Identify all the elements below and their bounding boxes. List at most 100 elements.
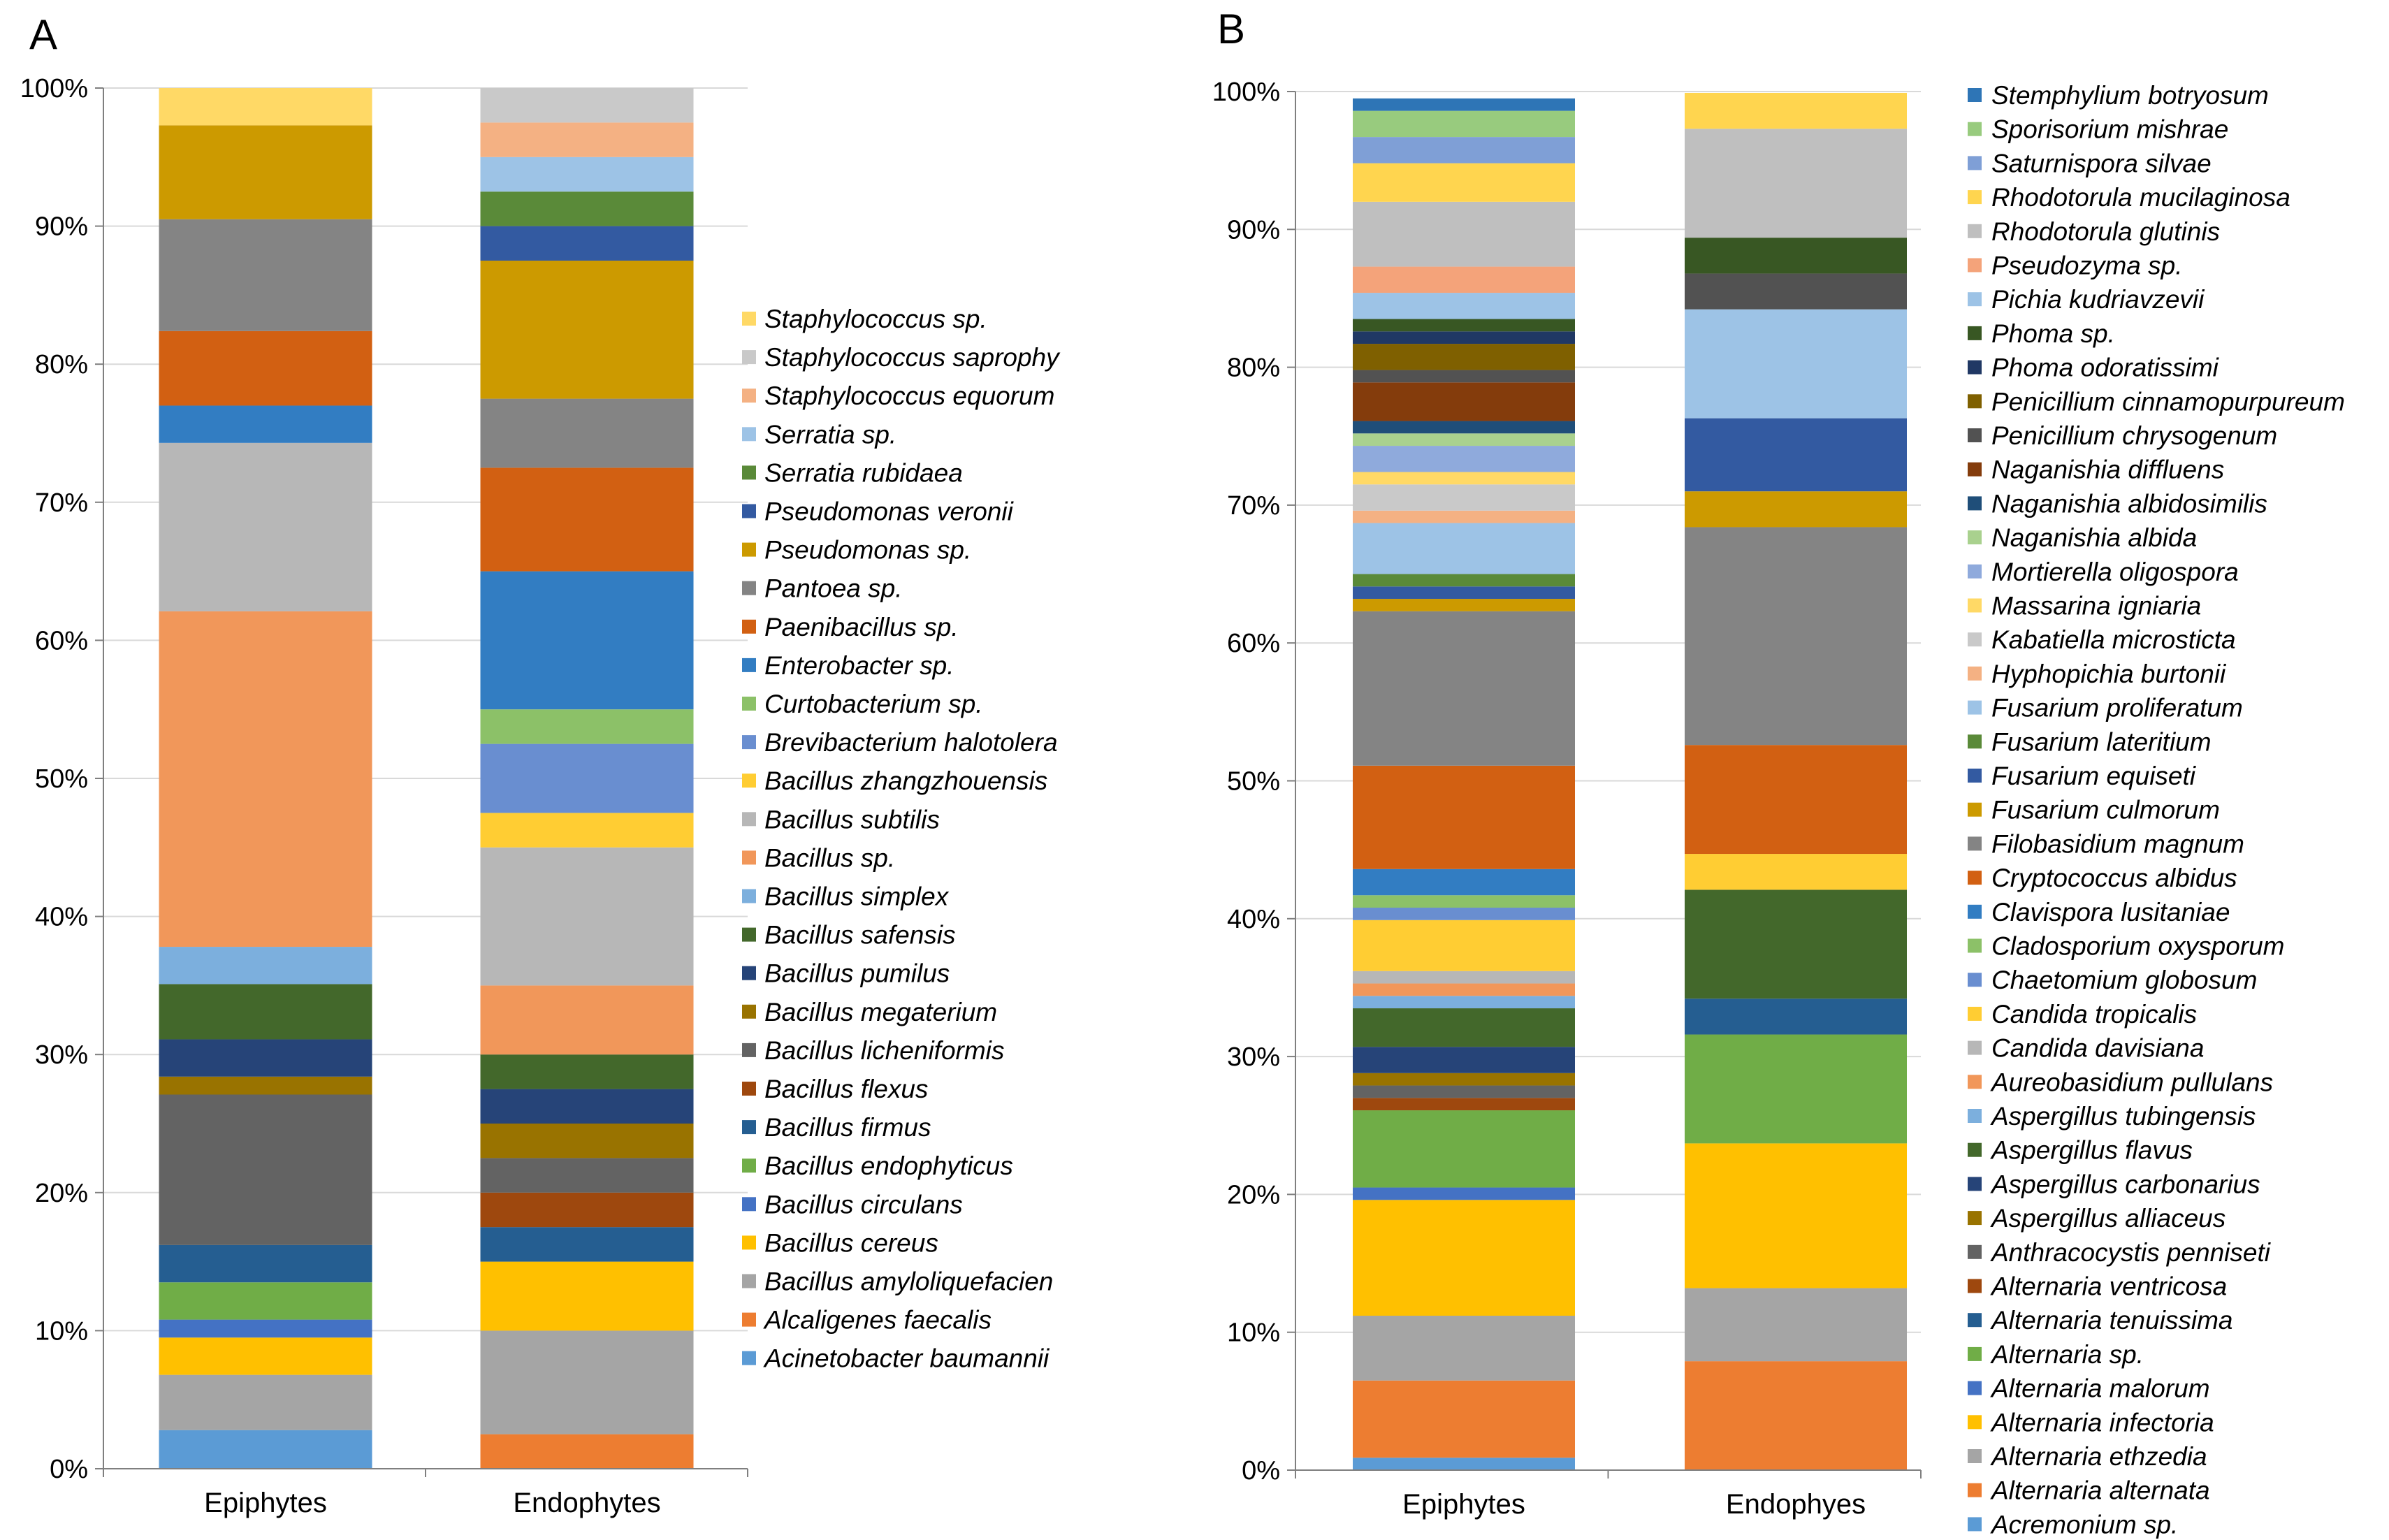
- panel-b-legend-swatch: [1968, 973, 1982, 987]
- panel-a-legend-swatch: [742, 504, 756, 518]
- panel-b-legend-label: Alternaria ventricosa: [1990, 1272, 2227, 1301]
- panel-b-bar-segment-epiphytes-pseudozyma-sp: [1353, 266, 1575, 293]
- panel-b-bar-segment-epiphytes-stemphylium-botryosum: [1353, 98, 1575, 111]
- panel-a-bar-segment-endophytes-paenibacillus-sp: [480, 467, 694, 572]
- panel-a-bars: [159, 88, 694, 1469]
- panel-b-bar-segment-endophyes-alternaria-infectoria: [1685, 1143, 1907, 1288]
- panel-b-legend-label: Pichia kudriavzevii: [1991, 285, 2205, 314]
- panel-a-legend-label: Bacillus zhangzhouensis: [764, 767, 1047, 795]
- panel-b-legend-swatch: [1968, 326, 1982, 340]
- panel-b-legend-label: Acremonium sp.: [1990, 1510, 2178, 1539]
- panel-b-legend-label: Saturnispora silvae: [1991, 149, 2212, 177]
- panel-a-bar-segment-endophytes-bacillus-cereus: [480, 1261, 694, 1331]
- panel-b-legend-swatch: [1968, 122, 1982, 136]
- panel-a-legend-label: Bacillus amyloliquefacien: [764, 1267, 1053, 1296]
- panel-a-legend-swatch: [742, 465, 756, 480]
- panel-b-bar-segment-epiphytes-aureobasidium-pullulans: [1353, 983, 1575, 996]
- panel-b-x-category-label: Epiphytes: [1402, 1489, 1525, 1520]
- panel-a-legend-label: Bacillus simplex: [764, 882, 950, 911]
- panel-a-chart: A 0% 10% 20% 30% 40% 50% 60% 70% 80% 90% 100% Epip…: [20, 11, 1061, 1518]
- panel-a-legend-swatch: [742, 1082, 756, 1096]
- panel-a-legend-label: Alcaligenes faecalis: [763, 1306, 992, 1335]
- panel-a-legend-label: Pantoea sp.: [764, 574, 902, 603]
- panel-b-y-tick-label: 50%: [1227, 767, 1280, 797]
- panel-b-legend-label: Aspergillus carbonarius: [1990, 1170, 2260, 1198]
- panel-a-legend-swatch: [742, 889, 756, 903]
- panel-a-bar-segment-epiphytes-bacillus-circulans: [159, 1319, 372, 1338]
- panel-a-legend-label: Staphylococcus equorum: [764, 382, 1054, 410]
- panel-b-bar-segment-epiphytes-sporisorium-mishrae: [1353, 110, 1575, 138]
- panel-a-legend-label: Bacillus flexus: [764, 1075, 928, 1103]
- panel-a-bar-segment-endophytes-serratia-rubidaea: [480, 191, 694, 226]
- panel-b-legend-swatch: [1968, 1381, 1982, 1395]
- panel-b-bar-segment-endophyes-alternaria-tenuissima: [1685, 998, 1907, 1035]
- panel-a-legend-label: Serratia rubidaea: [764, 458, 963, 487]
- panel-a-legend-swatch: [742, 1351, 756, 1365]
- panel-b-y-tick-label: 100%: [1212, 78, 1280, 107]
- panel-a-legend-label: Curtobacterium sp.: [764, 690, 983, 718]
- panel-b-legend-label: Fusarium proliferatum: [1991, 694, 2243, 722]
- panel-b-legend-label: Fusarium culmorum: [1991, 796, 2220, 825]
- panel-a-legend-swatch: [742, 542, 756, 557]
- panel-b-bar-segment-epiphytes-filobasidium-magnum: [1353, 611, 1575, 766]
- panel-a-bar-segment-epiphytes-enterobacter-sp: [159, 405, 372, 443]
- panel-b-legend-label: Alternaria ethzedia: [1990, 1442, 2207, 1471]
- panel-a-legend-swatch: [742, 388, 756, 403]
- panel-a-y-tick-label: 30%: [35, 1040, 88, 1070]
- panel-b-legend-label: Alternaria tenuissima: [1990, 1306, 2232, 1335]
- panel-b-legend-label: Hyphopichia burtonii: [1991, 660, 2227, 688]
- panel-b-bar-segment-endophyes-rhodotorula-glutinis: [1685, 129, 1907, 238]
- panel-b-legend-swatch: [1968, 904, 1982, 919]
- panel-a-legend-swatch: [742, 1004, 756, 1019]
- panel-b-legend-swatch: [1968, 734, 1982, 749]
- panel-b-legend-swatch: [1968, 938, 1982, 953]
- panel-b-bar-segment-endophyes-alternaria-sp: [1685, 1034, 1907, 1144]
- panel-b-legend-swatch: [1968, 1517, 1982, 1532]
- panel-a-legend-label: Staphylococcus sp.: [764, 305, 987, 333]
- panel-a-bar-segment-epiphytes-bacillus-pumilus: [159, 1039, 372, 1077]
- panel-b-legend-label: Fusarium equiseti: [1991, 762, 2197, 790]
- panel-b-bar-segment-epiphytes-alternaria-ventricosa: [1353, 1098, 1575, 1111]
- panel-b-bar-segment-epiphytes-aspergillus-carbonarius: [1353, 1047, 1575, 1073]
- panel-a-bar-segment-endophytes-bacillus-licheniformis: [480, 1158, 694, 1193]
- panel-a-bar-segment-endophytes-bacillus-sp: [480, 985, 694, 1055]
- panel-a-legend-swatch: [742, 658, 756, 672]
- panel-a-bar-segment-endophytes-brevibacterium-halotolera: [480, 743, 694, 813]
- panel-a-legend-swatch: [742, 850, 756, 865]
- panel-a-legend-label: Brevibacterium halotolera: [764, 728, 1058, 757]
- panel-a-bar-segment-epiphytes-bacillus-endophyticus: [159, 1282, 372, 1320]
- panel-a-legend-label: Bacillus sp.: [764, 843, 895, 872]
- panel-b-legend-swatch: [1968, 1177, 1982, 1191]
- panel-a-legend-label: Bacillus licheniformis: [764, 1036, 1004, 1065]
- panel-b-bar-segment-epiphytes-acremonium-sp: [1353, 1458, 1575, 1470]
- panel-b-bar-segment-endophyes-cryptococcus-albidus: [1685, 745, 1907, 855]
- panel-b-legend-swatch: [1968, 530, 1982, 545]
- panel-b-bar-segment-epiphytes-candida-davisiana: [1353, 971, 1575, 984]
- panel-b-legend-swatch: [1968, 769, 1982, 783]
- panel-b-bar-segment-endophyes-rhodotorula-mucilaginosa: [1685, 92, 1907, 129]
- panel-a-bar-segment-endophytes-pseudomonas-veronii: [480, 226, 694, 261]
- panel-a-bar-segment-endophytes-staphylococcus-saprophy: [480, 88, 694, 123]
- panel-b-bar-segment-epiphytes-cryptococcus-albidus: [1353, 765, 1575, 869]
- panel-b-bar-segment-epiphytes-naganishia-diffluens: [1353, 382, 1575, 421]
- panel-a-legend-label: Serratia sp.: [764, 420, 896, 449]
- panel-b-bar-segment-epiphytes-mortierella-oligospora: [1353, 446, 1575, 472]
- panel-b-legend-swatch: [1968, 564, 1982, 579]
- panel-a-y-tick-label: 60%: [35, 626, 88, 655]
- panel-b-legend-swatch: [1968, 598, 1982, 613]
- panel-b-bar-segment-epiphytes-aspergillus-flavus: [1353, 1008, 1575, 1047]
- panel-a-bar-segment-epiphytes-paenibacillus-sp: [159, 330, 372, 406]
- panel-b-legend-label: Alternaria alternata: [1990, 1476, 2210, 1505]
- panel-b-bar-segment-epiphytes-naganishia-albida: [1353, 433, 1575, 446]
- panel-a-bar-segment-endophytes-serratia-sp: [480, 157, 694, 192]
- panel-a-y-tick-label: 100%: [20, 74, 88, 103]
- panel-b-legend-label: Phoma sp.: [1991, 319, 2115, 348]
- panel-b-x-category-label: Endophyes: [1726, 1489, 1866, 1520]
- panel-b-legend-label: Mortierella oligospora: [1991, 558, 2239, 586]
- panel-a-bar-segment-epiphytes-acinetobacter-baumannii: [159, 1430, 372, 1469]
- panel-a-legend-swatch: [742, 1235, 756, 1250]
- panel-b-legend-swatch: [1968, 360, 1982, 375]
- panel-a-legend-swatch: [742, 619, 756, 634]
- panel-b-bar-segment-epiphytes-alternaria-alternata: [1353, 1380, 1575, 1458]
- panel-a-y-tick-label: 90%: [35, 212, 88, 242]
